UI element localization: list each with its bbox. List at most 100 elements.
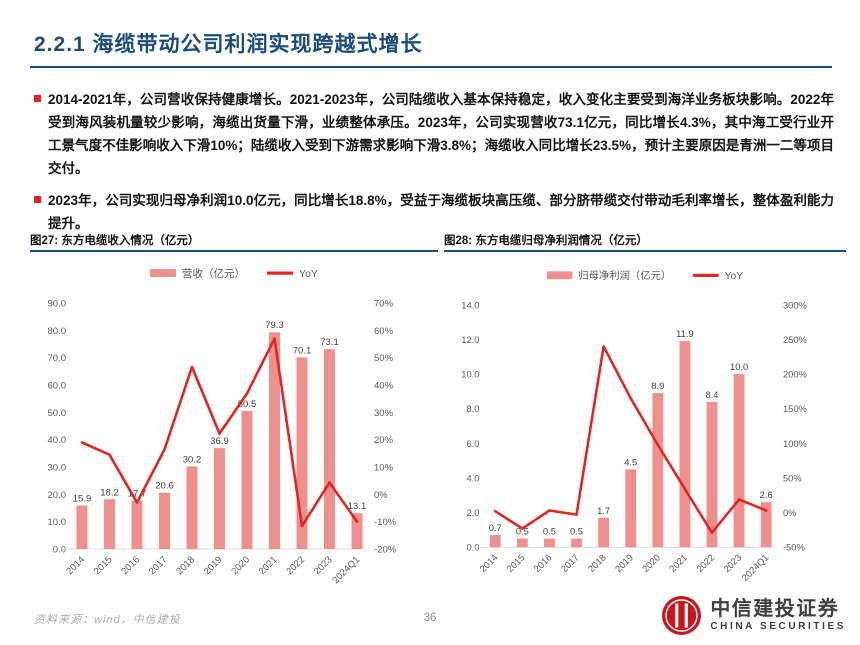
- svg-text:100%: 100%: [783, 439, 807, 449]
- svg-text:2019: 2019: [202, 554, 225, 577]
- bar-series: 0.7 0.5 0.5 0.5 1.7 4.5 8.9 11.9 8.4 10.0 2.6: [489, 329, 773, 548]
- y-axis-right: 70% 60% 50% 40% 30% 20% 10% 0% -10% -20%: [374, 299, 397, 556]
- svg-text:50%: 50%: [783, 473, 802, 483]
- bar: [516, 538, 528, 548]
- svg-text:2.0: 2.0: [466, 508, 479, 518]
- svg-text:30%: 30%: [374, 408, 394, 419]
- svg-text:2020: 2020: [640, 552, 662, 574]
- svg-text:40%: 40%: [374, 381, 394, 392]
- bar-value-label: 20.6: [155, 481, 174, 492]
- bar-value-label: 36.9: [210, 436, 229, 447]
- bar-value-label: 8.4: [705, 390, 718, 400]
- yoy-line: [493, 345, 768, 534]
- svg-text:0.0: 0.0: [466, 543, 479, 553]
- bar: [159, 492, 170, 549]
- revenue-chart: 营收（亿元） YoY 90.0 80.0 70.0 60.0 50.0 40.0 30.0 20.…: [48, 267, 397, 586]
- bar-value-label: 15.9: [73, 494, 92, 505]
- x-axis-labels: 2014 2015 2016 2017 2018 2019 2020 2021 2022 2023…: [478, 552, 771, 583]
- svg-text:-10%: -10%: [374, 517, 397, 528]
- bar-value-label: 50.5: [238, 399, 257, 410]
- y-axis-left: 90.0 80.0 70.0 60.0 50.0 40.0 30.0 20.0 10.0 0.0: [48, 299, 67, 556]
- logo-text: 中信建投证券 CHINA SECURITIES: [710, 599, 846, 632]
- svg-text:14.0: 14.0: [461, 300, 479, 310]
- bar: [351, 513, 363, 549]
- bar-value-label: 79.3: [265, 320, 284, 331]
- svg-text:20.0: 20.0: [48, 490, 67, 501]
- yoy-line: [80, 337, 359, 528]
- svg-text:4.0: 4.0: [466, 473, 479, 483]
- bar: [760, 502, 772, 548]
- svg-text:2022: 2022: [695, 552, 717, 574]
- svg-text:60%: 60%: [374, 326, 394, 337]
- svg-text:2014: 2014: [478, 552, 500, 574]
- caption-divider: [444, 250, 846, 252]
- svg-text:2021: 2021: [257, 554, 280, 577]
- citic-emblem-icon: [662, 596, 702, 635]
- bar: [706, 401, 718, 548]
- bar: [679, 341, 691, 548]
- bar: [598, 517, 610, 548]
- bar: [571, 538, 582, 548]
- svg-text:-50%: -50%: [783, 543, 805, 553]
- svg-text:0%: 0%: [783, 508, 797, 518]
- figure-net-profit: 图28: 东方电缆归母净利润情况（亿元） 归母净利润（亿元） YoY 14.0 12.…: [444, 232, 846, 602]
- bar-value-label: 0.5: [570, 527, 583, 537]
- bar: [489, 535, 501, 548]
- bar: [733, 374, 745, 548]
- caption-divider: [30, 250, 438, 252]
- bar: [214, 448, 225, 549]
- svg-text:YoY: YoY: [725, 271, 744, 282]
- bar: [324, 349, 335, 549]
- title-divider: [30, 66, 832, 68]
- svg-text:2024Q1: 2024Q1: [740, 552, 771, 583]
- bar: [76, 505, 88, 549]
- svg-text:50.0: 50.0: [48, 408, 67, 419]
- page-number: 36: [423, 612, 437, 624]
- svg-text:200%: 200%: [783, 370, 807, 380]
- svg-text:150%: 150%: [783, 404, 807, 414]
- figure-caption: 图28: 东方电缆归母净利润情况（亿元）: [444, 235, 648, 247]
- svg-text:12.0: 12.0: [461, 335, 479, 345]
- svg-text:80.0: 80.0: [48, 326, 67, 337]
- bar-value-label: 70.1: [293, 345, 312, 356]
- bar: [544, 538, 555, 548]
- bar-value-label: 8.9: [651, 381, 664, 391]
- bar: [131, 500, 143, 549]
- svg-text:0.0: 0.0: [53, 545, 66, 556]
- bar-series: 15.9 18.2 17.7 20.6 30.2 36.9 50.5 79.3 70.1 73.1…: [73, 320, 367, 549]
- svg-text:2021: 2021: [667, 552, 689, 574]
- svg-text:250%: 250%: [783, 335, 807, 345]
- svg-text:2019: 2019: [613, 552, 635, 574]
- svg-text:营收（亿元）: 营收（亿元）: [182, 267, 245, 280]
- svg-text:2018: 2018: [174, 554, 197, 577]
- bullet-item: 2023年，公司实现归母净利润10.0亿元，同比增长18.8%，受益于海缆板块高…: [34, 189, 834, 235]
- svg-text:-20%: -20%: [374, 545, 397, 556]
- svg-text:90.0: 90.0: [48, 299, 67, 310]
- svg-text:0%: 0%: [374, 490, 388, 501]
- bullet-text: 2014-2021年，公司营收保持健康增长。2021-2023年，公司陆缆收入基…: [48, 92, 834, 176]
- logo-name-cn: 中信建投证券: [710, 598, 840, 620]
- bar-value-label: 13.1: [348, 501, 367, 512]
- svg-text:70.0: 70.0: [48, 353, 67, 364]
- bullet-square-icon: [34, 95, 41, 102]
- bar: [296, 357, 308, 549]
- figure-revenue: 图27: 东方电缆收入情况（亿元） 营收（亿元） YoY 90.0 80.0 70.0 6…: [30, 232, 438, 602]
- svg-text:2023: 2023: [312, 554, 335, 577]
- svg-text:2016: 2016: [119, 554, 142, 577]
- svg-text:2020: 2020: [229, 554, 252, 577]
- svg-text:40.0: 40.0: [48, 435, 67, 446]
- svg-text:2017: 2017: [559, 552, 581, 574]
- svg-text:2024Q1: 2024Q1: [330, 554, 362, 586]
- bar: [625, 469, 637, 548]
- svg-text:2015: 2015: [92, 554, 115, 577]
- bullet-list: 2014-2021年，公司营收保持健康增长。2021-2023年，公司陆缆收入基…: [34, 88, 834, 244]
- svg-text:70%: 70%: [374, 299, 394, 310]
- y-axis-left: 14.0 12.0 10.0 8.0 6.0 4.0 2.0 0.0: [461, 300, 479, 552]
- bar-value-label: 0.5: [543, 527, 556, 537]
- bar-value-label: 0.5: [516, 527, 529, 537]
- source-note: 资料来源：wind，中信建投: [34, 614, 181, 626]
- svg-text:2022: 2022: [284, 554, 307, 577]
- svg-text:10.0: 10.0: [48, 517, 67, 528]
- chart-legend: 归母净利润（亿元） YoY: [546, 269, 744, 282]
